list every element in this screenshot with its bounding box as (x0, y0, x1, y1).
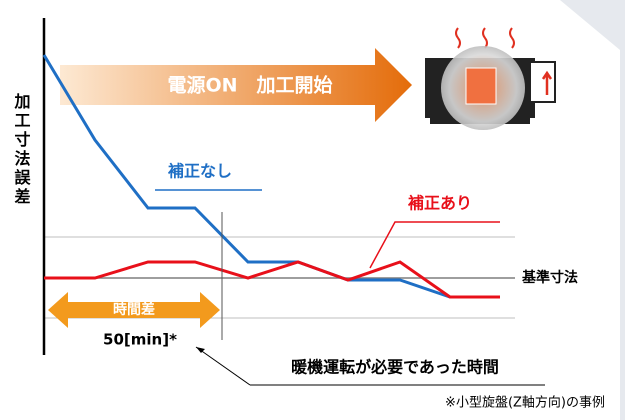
callout-arrowhead (196, 347, 205, 353)
delay-label: 時間差 (113, 301, 155, 318)
y-axis-label-text: 加工寸法誤差 (12, 93, 32, 207)
corrected-label: 補正あり (407, 194, 472, 213)
footnote: ※小型旋盤(Z軸方向)の事例 (445, 395, 605, 411)
label-leader (369, 221, 500, 269)
power-on-arrow (60, 48, 412, 122)
y-axis-label: 加工寸法誤差 (12, 93, 32, 207)
reference-label: 基準寸法 (522, 269, 578, 286)
callout-line (195, 346, 251, 386)
uncorrected-label: 補正なし (167, 162, 232, 181)
machine-icon (425, 27, 556, 130)
title: 電源ON 加工開始 (167, 74, 332, 97)
callout-text: 暖機運転が必要であった時間 (291, 358, 499, 377)
uncorrected-line (42, 54, 500, 299)
corrected-line (44, 260, 500, 299)
delay-arrow (48, 292, 220, 328)
delay-value: 50[min]* (103, 331, 177, 349)
